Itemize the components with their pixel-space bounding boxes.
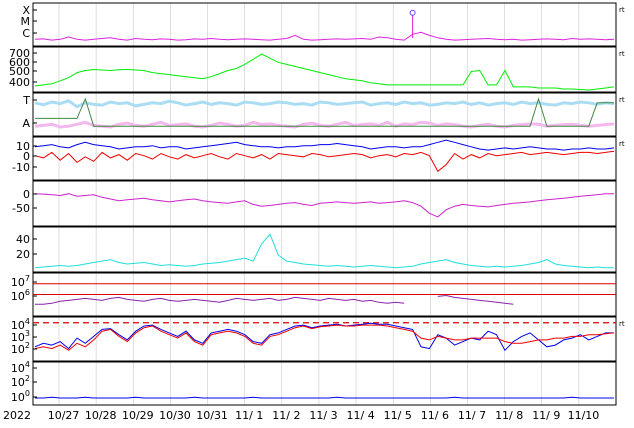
right-tag: rt bbox=[619, 140, 625, 148]
y-tick-label: 10 bbox=[16, 140, 30, 153]
y-tick-label: M bbox=[21, 15, 31, 28]
b-series-0 bbox=[34, 139, 615, 151]
ta-series-1 bbox=[34, 99, 615, 109]
bz-panel: 0-50 bbox=[12, 180, 617, 227]
low-series-0 bbox=[35, 396, 614, 399]
y-tick-label: 500 bbox=[9, 65, 30, 78]
x-tick-label: 11/ 3 bbox=[309, 409, 337, 422]
density-series-0 bbox=[34, 233, 614, 269]
y-tick-label: 40 bbox=[16, 233, 30, 246]
y-tick-label: 0 bbox=[23, 150, 30, 163]
flux-series-0 bbox=[35, 294, 514, 305]
y-tick-label: 20 bbox=[16, 248, 30, 261]
y-tick-label: 107 bbox=[11, 274, 30, 289]
x-tick-label: 11/ 1 bbox=[235, 409, 263, 422]
speed-series-0 bbox=[34, 53, 615, 91]
density-frame bbox=[32, 226, 617, 273]
x-tick-label: 11/ 2 bbox=[272, 409, 300, 422]
y-tick-label: -50 bbox=[12, 202, 30, 215]
x-tick-label: 10/28 bbox=[85, 409, 117, 422]
y-tick-label: 102 bbox=[11, 341, 30, 356]
x-tick-label: 10/27 bbox=[48, 409, 80, 422]
energetic-series-0 bbox=[34, 322, 614, 352]
right-tag: rt bbox=[619, 6, 625, 14]
y-tick-label: -10 bbox=[12, 161, 30, 174]
y-tick-label: 106 bbox=[11, 288, 30, 303]
x-tick-label: 11/ 4 bbox=[347, 409, 375, 422]
low-frame bbox=[32, 361, 617, 406]
y-tick-label: A bbox=[22, 117, 30, 130]
bz-frame bbox=[32, 180, 617, 227]
x-tick-label: 10/30 bbox=[159, 409, 191, 422]
right-tag: rt bbox=[619, 50, 625, 58]
b-series-1 bbox=[34, 150, 615, 173]
speed-frame bbox=[32, 46, 617, 93]
flare-marker bbox=[409, 9, 416, 16]
bz-series-0 bbox=[34, 193, 614, 218]
right-tag: rt bbox=[619, 96, 625, 104]
xmc-series-0 bbox=[34, 31, 615, 41]
xmc-frame bbox=[32, 2, 617, 47]
year-label: 2022 bbox=[3, 409, 31, 422]
y-tick-label: 104 bbox=[11, 360, 30, 375]
energetic-frame bbox=[32, 316, 617, 362]
right-tag: rt bbox=[619, 320, 625, 328]
x-tick-label: 11/ 8 bbox=[495, 409, 523, 422]
x-tick-label: 10/31 bbox=[196, 409, 228, 422]
energetic-series-1 bbox=[34, 324, 615, 351]
y-tick-label: 0 bbox=[23, 188, 30, 201]
y-tick-label: 400 bbox=[9, 76, 30, 89]
x-tick-label: 11/ 7 bbox=[458, 409, 486, 422]
x-tick-label: 11/ 5 bbox=[384, 409, 412, 422]
y-tick-label: 100 bbox=[11, 389, 30, 404]
x-tick-label: 10/29 bbox=[122, 409, 154, 422]
y-tick-label: 600 bbox=[9, 56, 30, 69]
b-panel: 100-10 rt bbox=[12, 136, 625, 181]
y-tick-label: T bbox=[22, 94, 30, 107]
y-tick-label: C bbox=[22, 27, 30, 40]
x-tick-label: 11/ 6 bbox=[421, 409, 449, 422]
ta-frame bbox=[32, 92, 617, 137]
x-tick-label: 11/ 9 bbox=[532, 409, 560, 422]
x-axis: 2022 10/27 10/28 10/29 10/30 10/31 11/ 1 11/ 2 1… bbox=[3, 409, 599, 422]
ta-series-2 bbox=[35, 97, 614, 127]
y-tick-label: 102 bbox=[11, 374, 30, 389]
x-tick-label: 11/10 bbox=[568, 409, 600, 422]
y-tick-label: 700 bbox=[9, 47, 30, 60]
b-frame bbox=[32, 136, 617, 181]
y-tick-label: X bbox=[22, 4, 30, 17]
